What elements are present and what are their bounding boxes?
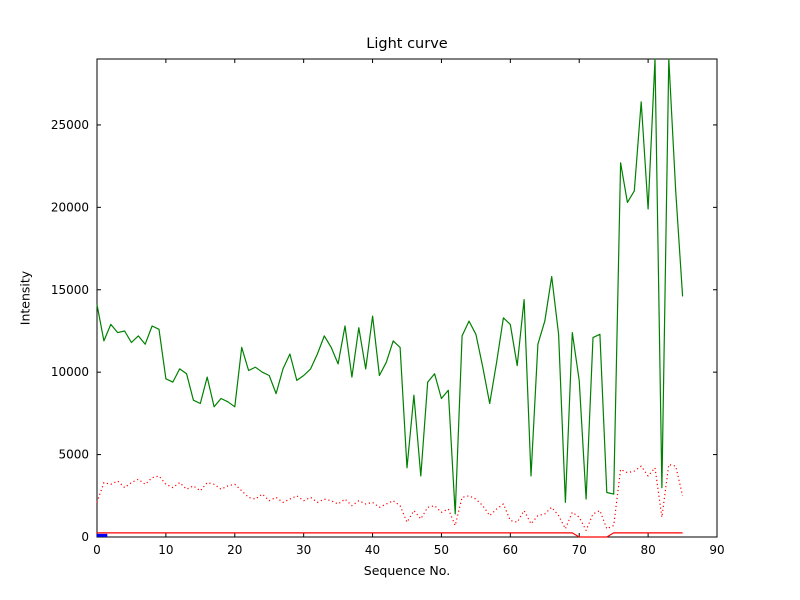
y-tick-label: 0 <box>81 530 89 544</box>
x-tick-label: 10 <box>158 543 173 557</box>
series-baseline-red <box>97 532 683 538</box>
y-tick-label: 5000 <box>58 448 89 462</box>
x-tick-label: 80 <box>640 543 655 557</box>
x-axis-label: Sequence No. <box>363 563 451 578</box>
y-tick-label: 10000 <box>51 365 89 379</box>
chart-title: Light curve <box>366 36 448 52</box>
x-tick-label: 20 <box>227 543 242 557</box>
y-tick-label: 20000 <box>51 200 89 214</box>
x-tick-label: 60 <box>503 543 518 557</box>
y-axis-label: Intensity <box>17 270 33 326</box>
series-main-light-curve <box>96 58 684 515</box>
x-tick-label: 0 <box>93 543 101 557</box>
x-tick-label: 50 <box>434 543 449 557</box>
x-tick-label: 30 <box>296 543 311 557</box>
x-tick-label: 90 <box>709 543 724 557</box>
axes-spines <box>96 58 718 538</box>
y-tick-label: 25000 <box>51 118 89 132</box>
x-tick-label: 40 <box>365 543 380 557</box>
x-tick-label: 70 <box>572 543 587 557</box>
y-tick-label: 15000 <box>51 283 89 297</box>
series-secondary-curve-dotted <box>96 463 684 532</box>
